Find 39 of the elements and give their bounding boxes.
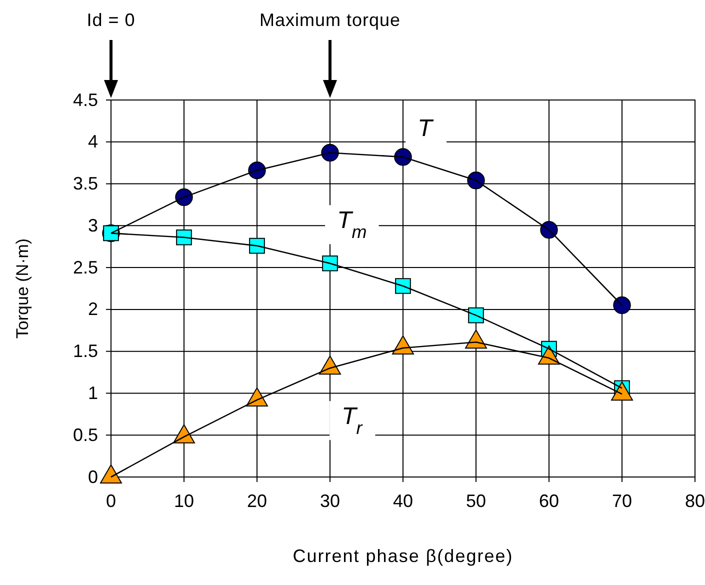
point [467,172,485,190]
x-tick-label: 60 [538,490,560,511]
y-tick-label: 1.5 [72,341,98,362]
x-tick-label: 10 [174,490,194,511]
series-label: T$_{r}$ [342,403,364,438]
series-label: T$_{m}$ [337,207,367,242]
y-tick-label: 0.5 [72,424,98,445]
y-tick-label: 2 [88,299,98,320]
y-tick-label: 2.5 [72,257,98,278]
point [100,464,122,484]
point [322,255,338,272]
x-tick-label: 50 [466,490,486,511]
text: Id = 0 [86,10,136,30]
point [249,238,265,254]
x-tick-label: 30 [320,490,340,511]
x-tick-label: 80 [684,490,705,511]
point [468,307,484,324]
point [611,381,633,401]
point [175,188,193,206]
point [176,229,192,246]
y-axis-title: Torque (N·m) [13,238,32,339]
x-tick-label: 0 [106,490,116,511]
x-axis-title: Current phase β(degree) [292,546,514,566]
x-tick-label: 20 [246,490,268,511]
point [540,221,558,239]
point [248,162,266,180]
series-label: T [418,115,435,142]
y-tick-label: 1 [88,382,98,403]
y-tick-label: 4.5 [72,90,98,110]
point [395,278,411,294]
y-tick-label: 3.5 [72,174,98,194]
x-tick-label: 40 [392,490,414,511]
text: Maximum torque [259,10,401,30]
y-tick-label: 3 [88,215,98,236]
point [394,148,412,166]
x-tick-label: 70 [612,490,632,511]
y-tick-label: 4 [88,132,98,152]
y-tick-label: 0 [88,466,98,487]
point [613,296,631,314]
